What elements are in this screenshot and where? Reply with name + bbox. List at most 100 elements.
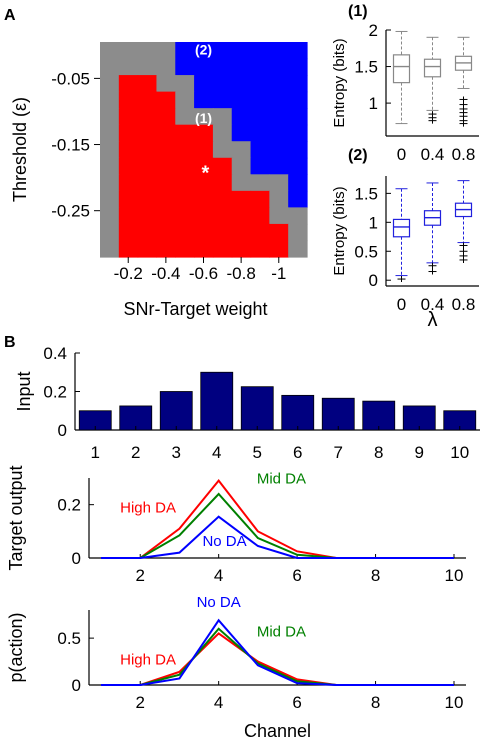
heatmap-cell [212, 42, 233, 60]
heatmap-cell [194, 207, 214, 225]
heatmap-cell [231, 75, 252, 93]
heatmap-cell [250, 108, 270, 126]
heatmap-cell [100, 141, 120, 159]
heatmap-cell [156, 240, 176, 258]
y-tick-label: 1 [369, 94, 378, 113]
y-tick-label: 0 [72, 549, 81, 568]
x-tick-label: 4 [214, 566, 223, 585]
heatmap-cell [194, 190, 214, 208]
heatmap-cell [194, 157, 214, 175]
heatmap-cell [212, 157, 233, 175]
x-tick-label: -0.8 [226, 264, 255, 283]
heatmap-cell [269, 42, 289, 60]
x-tick-label: 10 [445, 566, 464, 585]
heatmap-annotation: * [201, 162, 209, 184]
heatmap-cell [212, 108, 233, 126]
heatmap-cell [250, 207, 270, 225]
heatmap-cell [156, 207, 176, 225]
heatmap-cell [231, 157, 252, 175]
input-bar [321, 397, 355, 431]
heatmap-cell [231, 223, 252, 242]
heatmap-cell [194, 58, 214, 76]
x-tick-label: 2 [131, 443, 140, 462]
heatmap-cell [231, 207, 252, 225]
x-axis-label: SNr-Target weight [123, 299, 267, 319]
box-body [392, 218, 411, 238]
heatmap-cell [156, 141, 176, 159]
x-tick-label: 6 [292, 566, 301, 585]
x-tick-label: -0.6 [189, 264, 218, 283]
heatmap-cell [231, 91, 252, 109]
heatmap-cell [118, 190, 139, 208]
heatmap-cell [250, 174, 270, 192]
heatmap-cell [212, 174, 233, 192]
heatmap-cell [269, 157, 289, 175]
heatmap-cell [194, 174, 214, 192]
x-tick-label: 3 [172, 443, 181, 462]
heatmap-cell [118, 124, 139, 142]
heatmap-cell [118, 174, 139, 192]
heatmap-cell [288, 141, 308, 159]
heatmap-cell [100, 240, 120, 258]
heatmap-cell [250, 223, 270, 242]
heatmap-cell [156, 174, 176, 192]
heatmap-cell [118, 223, 139, 242]
input-bar [240, 386, 274, 431]
panel-label-a: A [4, 7, 16, 24]
heatmap-cell [118, 141, 139, 159]
heatmap-cell [250, 124, 270, 142]
heatmap-cell [194, 223, 214, 242]
heatmap-cell [156, 190, 176, 208]
series-label: High DA [120, 500, 176, 517]
heatmap-cell [231, 58, 252, 76]
heatmap-cell [100, 91, 120, 109]
x-tick-label: 8 [374, 443, 383, 462]
heatmap-cell [175, 157, 195, 175]
heatmap-cell [288, 124, 308, 142]
box-body [423, 58, 442, 78]
heatmap-cell [288, 157, 308, 175]
y-tick-label: 1.5 [354, 184, 378, 203]
heatmap-cell [288, 223, 308, 242]
y-axis-label: Threshold (ε) [10, 97, 30, 202]
y-tick-label: -0.05 [51, 69, 90, 88]
input-bar-chart: 0 0.2 0.4 1 2 3 4 5 6 7 8 9 10 Input [14, 344, 480, 462]
x-tick-label: 0.8 [452, 145, 476, 164]
x-tick-label: 0.8 [452, 295, 476, 314]
heatmap-cell [212, 58, 233, 76]
x-tick-label: 6 [292, 693, 301, 712]
heatmap-cell [156, 124, 176, 142]
heatmap-cell [137, 157, 158, 175]
heatmap-cell [137, 141, 158, 159]
heatmap-cell [194, 124, 214, 142]
heatmap-cell [288, 42, 308, 60]
y-tick-label: 2 [369, 21, 378, 40]
target-output-line-chart: 0 0.2 2 4 6 8 10 High DA Mid DA No DA Target outpu… [6, 465, 466, 585]
x-tick-label: -0.4 [151, 264, 180, 283]
y-tick-label: 0.5 [354, 242, 378, 261]
heatmap-cell [118, 240, 139, 258]
heatmap-cell [231, 108, 252, 126]
heatmap-cell [269, 141, 289, 159]
x-tick-label: 4 [214, 693, 223, 712]
series-label: No DA [202, 533, 246, 550]
series-label: Mid DA [257, 623, 306, 640]
heatmap-cell [231, 42, 252, 60]
x-tick-label: 0 [397, 295, 406, 314]
heatmap-cell [175, 141, 195, 159]
y-axis-label: Input [14, 371, 34, 411]
heatmap-cell [118, 108, 139, 126]
heatmap-cell [212, 75, 233, 93]
heatmap-cell [231, 240, 252, 258]
heatmap-cell [175, 174, 195, 192]
y-tick-label: -0.15 [51, 136, 90, 155]
heatmap-cell [250, 240, 270, 258]
heatmap-cell [250, 42, 270, 60]
panel-label-b: B [4, 334, 16, 351]
x-tick-label: 10 [445, 693, 464, 712]
p-action-line-chart: 0 0.5 2 4 6 8 10 No DA Mid DA High DA p(action) Cha… [6, 594, 466, 741]
heatmap-cell [269, 190, 289, 208]
heatmap-cell [137, 75, 158, 93]
heatmap-cell [288, 58, 308, 76]
heatmap-cell [212, 124, 233, 142]
